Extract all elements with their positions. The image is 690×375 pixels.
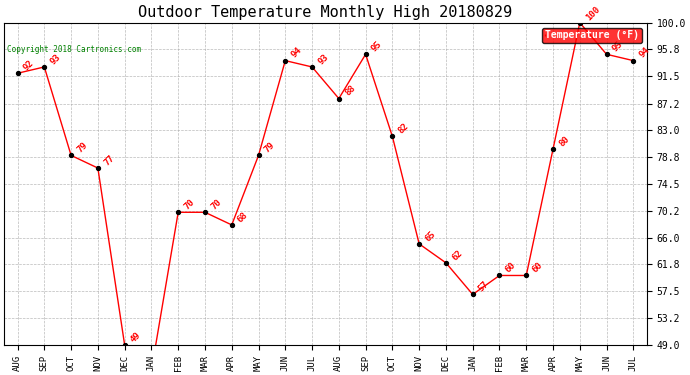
Point [226, 222, 237, 228]
Point [628, 58, 639, 64]
Text: 57: 57 [477, 280, 491, 294]
Text: 60: 60 [531, 261, 544, 275]
Text: Copyright 2018 Cartronics.com: Copyright 2018 Cartronics.com [8, 45, 141, 54]
Text: 65: 65 [424, 229, 437, 243]
Text: 88: 88 [343, 84, 357, 98]
Point [92, 165, 104, 171]
Point [306, 64, 317, 70]
Text: 80: 80 [558, 134, 571, 148]
Text: 70: 70 [182, 198, 197, 211]
Text: 95: 95 [370, 40, 384, 54]
Text: 60: 60 [504, 261, 518, 275]
Point [119, 342, 130, 348]
Point [333, 96, 344, 102]
Point [521, 273, 532, 279]
Point [547, 146, 558, 152]
Point [12, 70, 23, 76]
Point [440, 260, 451, 266]
Point [601, 51, 612, 57]
Text: 100: 100 [584, 4, 602, 22]
Point [39, 64, 50, 70]
Text: 68: 68 [236, 210, 250, 224]
Text: 45: 45 [0, 374, 1, 375]
Point [413, 241, 424, 247]
Text: 94: 94 [638, 46, 651, 60]
Point [199, 209, 210, 215]
Point [66, 152, 77, 158]
Text: 93: 93 [316, 52, 331, 66]
Point [253, 152, 264, 158]
Point [146, 367, 157, 373]
Text: 79: 79 [263, 141, 277, 154]
Point [279, 58, 290, 64]
Point [172, 209, 184, 215]
Text: 93: 93 [48, 52, 63, 66]
Text: 82: 82 [397, 122, 411, 136]
Text: 77: 77 [102, 153, 116, 167]
Text: 92: 92 [21, 58, 36, 72]
Legend: Temperature (°F): Temperature (°F) [542, 28, 642, 44]
Text: 94: 94 [290, 46, 304, 60]
Text: 95: 95 [611, 40, 624, 54]
Title: Outdoor Temperature Monthly High 20180829: Outdoor Temperature Monthly High 2018082… [139, 5, 513, 20]
Point [467, 291, 478, 297]
Point [494, 273, 505, 279]
Text: 62: 62 [450, 248, 464, 262]
Text: 70: 70 [209, 198, 223, 211]
Point [574, 20, 585, 26]
Point [360, 51, 371, 57]
Point [387, 134, 398, 140]
Text: 49: 49 [129, 330, 143, 344]
Text: 79: 79 [75, 141, 89, 154]
